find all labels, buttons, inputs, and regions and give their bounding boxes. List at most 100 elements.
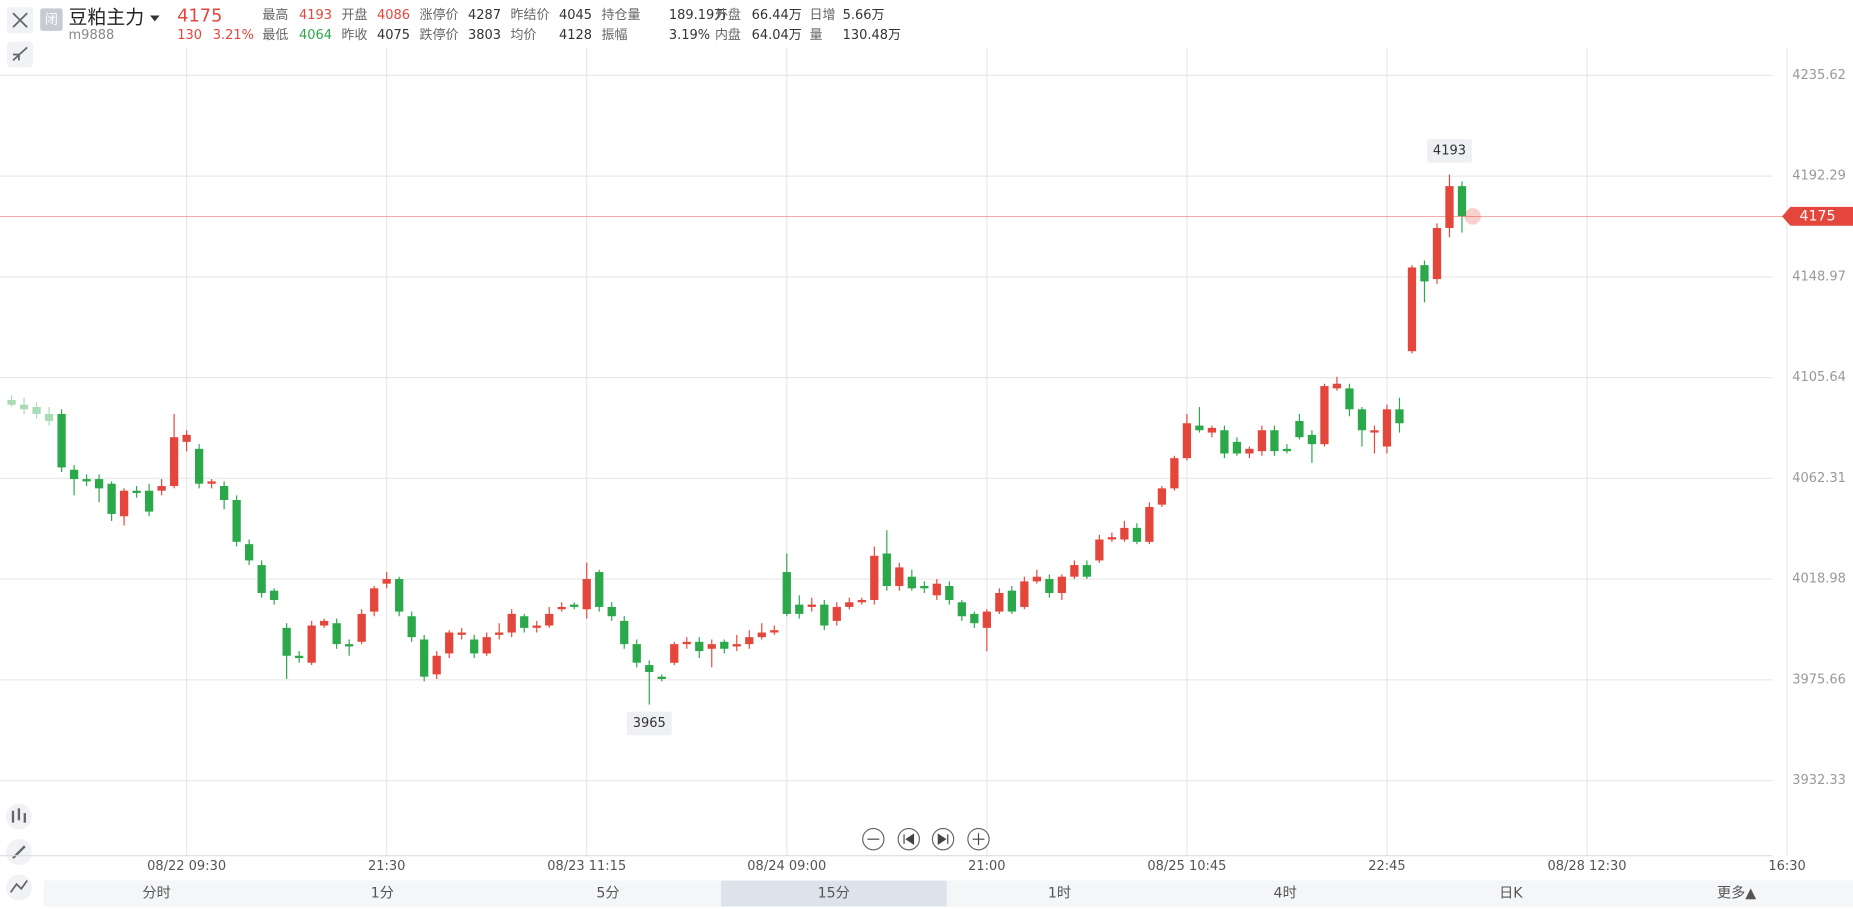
candle <box>132 486 141 498</box>
candle-body <box>720 641 729 649</box>
candle-body <box>495 632 504 635</box>
field-value: 4287 <box>468 8 501 23</box>
y-tick-label: 4235.62 <box>1792 68 1846 83</box>
candle <box>770 625 779 635</box>
tab[interactable]: 5分 <box>596 886 619 902</box>
candle-body <box>845 602 854 607</box>
candle <box>1457 181 1467 233</box>
candle <box>1395 397 1404 433</box>
field-label: 持仓量 <box>602 8 641 23</box>
tool-candle[interactable] <box>5 803 32 830</box>
candle-body <box>1320 386 1329 445</box>
candle-body <box>945 586 954 600</box>
candle-body <box>57 413 66 468</box>
tab[interactable]: 4时 <box>1274 886 1297 902</box>
candle <box>182 430 191 452</box>
candle <box>970 611 979 628</box>
y-tick-label: 3975.66 <box>1792 672 1846 687</box>
candle <box>782 553 791 617</box>
dropdown-arrow[interactable] <box>150 15 160 22</box>
status: 闭 <box>45 13 58 28</box>
candle-body <box>94 479 104 489</box>
period-tabs: 分时 1分 5分 15分 1时 4时 日K 更多▲ <box>43 880 1853 907</box>
candle-body <box>270 590 279 600</box>
candle <box>69 465 79 496</box>
candle <box>620 616 629 649</box>
candle <box>507 609 516 638</box>
candle <box>995 588 1004 614</box>
code: m9888 <box>69 28 115 43</box>
tab[interactable]: 分时 <box>142 886 170 902</box>
candle-body <box>1220 430 1229 454</box>
tab[interactable]: 1分 <box>371 886 394 902</box>
candle <box>345 639 354 656</box>
candle-body <box>870 555 879 600</box>
shrink-button[interactable] <box>7 41 34 68</box>
candle-body <box>1020 581 1029 607</box>
icon <box>11 808 26 823</box>
icon <box>9 880 28 893</box>
candle-body <box>1295 420 1304 438</box>
candle-body <box>470 639 479 654</box>
candle <box>945 581 954 605</box>
candle <box>1382 404 1392 454</box>
candle-body <box>1245 448 1254 454</box>
candle-body <box>1457 186 1467 217</box>
field-value: 4086 <box>377 8 410 23</box>
x-tick-label: 08/25 10:45 <box>1147 859 1226 874</box>
y-tick-label: 4192.29 <box>1792 169 1846 184</box>
candle-body <box>1082 565 1092 577</box>
zoom-in[interactable] <box>967 827 990 851</box>
tool-indicator[interactable] <box>5 874 32 901</box>
candle <box>57 409 66 473</box>
candle-body <box>357 613 366 642</box>
candle <box>370 586 379 617</box>
candle <box>957 599 966 621</box>
tab[interactable]: 1时 <box>1048 886 1071 902</box>
instrument-name[interactable]: 豆粕主力 <box>69 6 145 28</box>
tab[interactable]: 15分 <box>818 886 850 902</box>
candle-body <box>1057 576 1067 593</box>
close-button[interactable] <box>7 7 34 34</box>
candle <box>1257 425 1267 456</box>
candle-body <box>69 469 79 480</box>
to-start[interactable] <box>897 827 921 851</box>
tab[interactable]: 日K <box>1499 886 1523 902</box>
candle <box>169 413 179 489</box>
field-value: 189.19万 <box>669 8 727 23</box>
candle <box>1057 574 1067 600</box>
candle <box>232 495 241 547</box>
tab[interactable]: 更多▲ <box>1717 885 1756 902</box>
candle <box>1270 425 1279 456</box>
field-label: 昨结价 <box>511 8 550 23</box>
candle <box>857 597 866 605</box>
tool-draw[interactable] <box>5 839 32 866</box>
candle-body <box>1420 265 1429 282</box>
candle <box>1095 534 1104 563</box>
candle-body <box>1307 434 1317 445</box>
status-badge <box>40 8 63 31</box>
candle <box>457 627 466 640</box>
candle-body <box>1170 458 1179 489</box>
tab-selected-bg <box>720 880 947 907</box>
field-label: 均价 <box>511 28 537 43</box>
candle <box>707 639 716 668</box>
candle-body <box>132 490 141 494</box>
candle-body <box>857 599 866 603</box>
candle-body <box>1132 527 1142 542</box>
candle-body <box>382 579 391 584</box>
to-end[interactable] <box>931 827 955 851</box>
candle-body <box>745 637 754 645</box>
field-value: 66.44万 <box>752 8 802 23</box>
last-price-tag <box>1782 206 1853 226</box>
y-tick-label: 4148.97 <box>1792 269 1846 284</box>
candle <box>657 674 666 682</box>
candle <box>732 634 741 652</box>
candle <box>545 606 554 628</box>
zoom-out[interactable] <box>862 827 885 851</box>
candle <box>1007 586 1016 614</box>
candle <box>932 579 941 600</box>
candle-body <box>895 567 904 587</box>
field-label: 量 <box>810 28 823 43</box>
candle-body <box>707 644 716 649</box>
